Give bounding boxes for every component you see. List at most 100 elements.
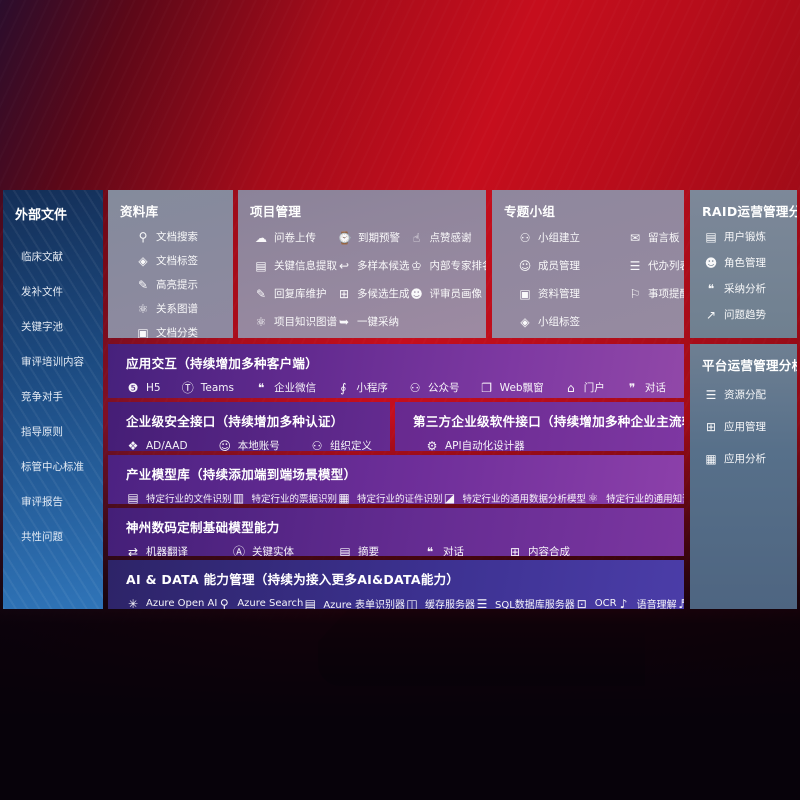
list-item: ▤ 关键信息提取 <box>254 258 337 273</box>
app-manage-icon: ⊞ <box>705 419 717 434</box>
item-label: 小组建立 <box>538 232 580 244</box>
highlight-pen-icon: ✎ <box>137 277 149 292</box>
item-label: SQL数据库服务器 <box>495 600 575 609</box>
item-label: 特定行业的通用知识图谱模型 <box>606 494 684 504</box>
list-item: ⚛ 项目知识图谱 <box>254 314 337 329</box>
teams-icon: Ⓣ <box>181 380 194 395</box>
list-item: ▤ Azure 表单识别器 <box>303 596 405 610</box>
member-manage-icon: ☺ <box>518 258 532 273</box>
data-library-list: ⚲ 文档搜索 ◈ 文档标签 ✎ 高亮提示 ⚛ 关系图谱 ▣ 文档分类 <box>108 229 233 339</box>
app-analysis-icon: ▦ <box>705 451 717 466</box>
list-item: ✎ 高亮提示 <box>136 277 233 292</box>
group-create-icon: ⚇ <box>519 230 531 245</box>
list-item: ▤ 特定行业的文件识别 <box>126 491 231 504</box>
content-compose-icon: ⊞ <box>509 544 521 557</box>
list-item: ◫ 缓存服务器 <box>405 596 475 610</box>
miniprogram-icon: ∮ <box>340 380 347 395</box>
list-item: 临床文献 <box>21 239 103 274</box>
translate-icon: ⇄ <box>127 544 139 557</box>
list-item: ⊞ 内容合成 <box>508 544 570 557</box>
data-library-panel: 资料库 ⚲ 文档搜索 ◈ 文档标签 ✎ 高亮提示 ⚛ 关系图谱 ▣ 文档分类 <box>108 190 233 338</box>
item-label: 发补文件 <box>21 286 63 298</box>
item-label: 审评培训内容 <box>21 356 84 368</box>
todo-list-icon: ☰ <box>629 258 641 273</box>
item-label: 共性问题 <box>21 531 63 543</box>
list-item: ⊞ 应用管理 <box>704 419 797 434</box>
item-label: 关键实体 <box>252 546 294 556</box>
item-label: 问卷上传 <box>274 232 316 244</box>
wecom-icon: ❝ <box>257 380 265 395</box>
panel-title: 项目管理 <box>250 204 302 219</box>
item-label: 留言板 <box>648 232 680 244</box>
industry-model-items: ▤ 特定行业的文件识别 ▥ 特定行业的票据识别 ▦ 特定行业的证件识别 ◪ 特定行业的通用数据… <box>108 491 684 504</box>
list-item: ✳ Azure Open AI <box>126 598 217 610</box>
list-item: ➥ 一键采纳 <box>337 314 410 329</box>
item-label: 文档分类 <box>156 327 198 338</box>
list-item: Ⓣ Teams <box>181 382 234 394</box>
list-item: ♬TTS <box>677 598 684 610</box>
item-label: 摘要 <box>358 546 379 556</box>
azure-search-icon: ⚲ <box>219 596 229 610</box>
item-label: 一键采纳 <box>357 316 399 328</box>
list-item: ⚇ 公众号 <box>408 380 460 395</box>
ocr-icon: ⊡ <box>576 596 587 610</box>
h5-icon: ❺ <box>127 380 139 395</box>
base-model-row: 神州数码定制基础模型能力 ⇄ 机器翻译 Ⓐ 关键实体 ▤ 摘要 ❝ 对话 ⊞ 内容合成 <box>108 508 684 556</box>
enterprise-security-row: 企业级安全接口（持续增加多种认证） ❖ AD/AAD ☺ 本地账号 ⚇ 组织定义 <box>108 402 390 451</box>
item-label: 小程序 <box>356 382 388 394</box>
list-item: ❖ AD/AAD <box>126 440 188 452</box>
list-item: 发补文件 <box>21 274 103 309</box>
list-item: ⚛ 特定行业的通用知识图谱模型 <box>586 491 684 504</box>
item-label: 关系图谱 <box>156 303 198 315</box>
item-label: 应用管理 <box>724 421 766 433</box>
user-card-icon: ▤ <box>705 229 717 244</box>
ad-aad-icon: ❖ <box>127 438 139 452</box>
list-item: ✉ 留言板 <box>628 230 684 245</box>
list-item: ▣ 资料管理 <box>518 286 610 301</box>
platform-analysis-panel: 平台运营管理分析 ☰ 资源分配 ⊞ 应用管理 ▦ 应用分析 <box>690 344 797 609</box>
item-label: 回复库维护 <box>274 288 327 300</box>
raid-analysis-list: ▤ 用户锻炼 ☻ 角色管理 ❝ 采纳分析 ↗ 问题趋势 <box>690 229 797 322</box>
item-label: 项目知识图谱 <box>274 316 337 328</box>
item-label: 问题趋势 <box>724 309 766 321</box>
item-label: 成员管理 <box>538 260 580 272</box>
enterprise-security-items: ❖ AD/AAD ☺ 本地账号 ⚇ 组织定义 <box>108 438 390 452</box>
summary-icon: ▤ <box>339 544 351 557</box>
row-title: 神州数码定制基础模型能力 <box>126 520 280 535</box>
document-search-icon: ⚲ <box>138 229 148 244</box>
list-item: ⚇ 小组建立 <box>518 230 610 245</box>
form-recognizer-icon: ▤ <box>304 596 317 610</box>
item-label: 关键字池 <box>21 321 63 333</box>
dialog-icon: ❞ <box>628 380 636 395</box>
key-info-extract-icon: ▤ <box>255 258 267 273</box>
item-label: 对话 <box>443 546 464 556</box>
list-item: ❺ H5 <box>126 382 161 394</box>
speech-understand-icon: ♪ <box>619 596 628 610</box>
list-item: ⚲ 文档搜索 <box>136 229 233 244</box>
tts-icon: ♬ <box>678 596 684 610</box>
item-label: 对话 <box>644 382 666 394</box>
item-label: 临床文献 <box>21 251 63 263</box>
cache-server-icon: ◫ <box>406 596 418 610</box>
knowledge-graph-model-icon: ⚛ <box>587 491 599 504</box>
item-label: 用户锻炼 <box>724 231 766 243</box>
external-files-panel: 外部文件 临床文献 发补文件 关键字池 审评培训内容 竞争对手 指导原则 标管中心标准 审评报… <box>3 190 103 609</box>
item-label: 关键信息提取 <box>274 260 337 272</box>
data-analysis-model-icon: ◪ <box>443 491 456 504</box>
list-item: 指导原则 <box>21 414 103 449</box>
item-label: OCR <box>594 598 617 609</box>
item-label: 内容合成 <box>528 546 570 556</box>
item-label: 角色管理 <box>724 257 766 269</box>
list-item: ❞ 对话 <box>625 380 666 395</box>
list-item: ◈ 文档标签 <box>136 253 233 268</box>
list-item: 共性问题 <box>21 519 103 554</box>
official-account-icon: ⚇ <box>409 380 421 395</box>
list-item: 竞争对手 <box>21 379 103 414</box>
row-title: AI & DATA 能力管理（持续为接入更多AI&DATA能力） <box>126 572 460 587</box>
list-item: ❝ 对话 <box>423 544 464 557</box>
item-label: Azure Search <box>237 598 304 609</box>
list-item: ☺ 本地账号 <box>218 438 280 452</box>
item-label: 特定行业的通用数据分析模型 <box>462 494 587 504</box>
portal-icon: ⌂ <box>566 380 575 395</box>
